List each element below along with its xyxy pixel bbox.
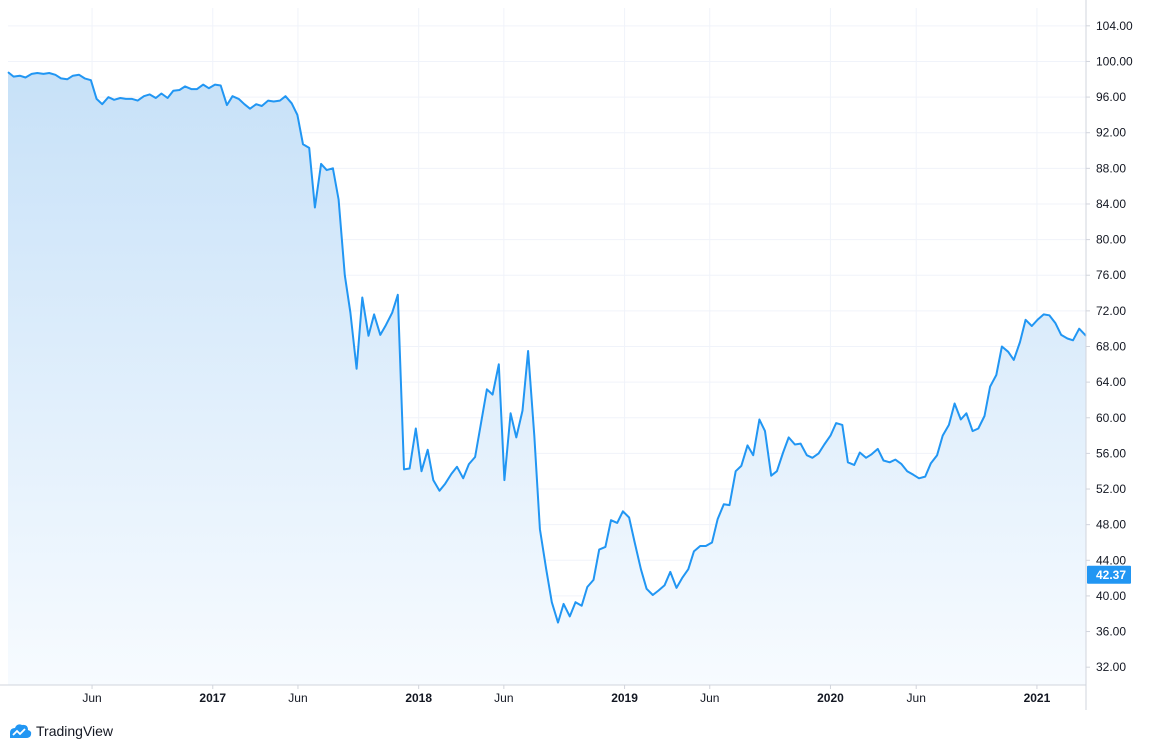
x-tick-label: Jun — [288, 691, 307, 705]
price-scale[interactable]: 32.00 36.00 40.00 44.00 48.00 52.00 56.00 60.00… — [1086, 19, 1133, 674]
x-tick-label: 2020 — [817, 691, 844, 705]
y-tick-label: 64.00 — [1096, 375, 1126, 389]
x-tick-label: Jun — [82, 691, 101, 705]
axes — [0, 0, 1087, 710]
last-price-marker: 42.37 — [1087, 565, 1131, 584]
y-tick-label: 52.00 — [1096, 482, 1126, 496]
last-price-badge — [1087, 565, 1131, 584]
y-tick-label: 84.00 — [1096, 197, 1126, 211]
y-tick-label: 96.00 — [1096, 90, 1126, 104]
y-tick-label: 100.00 — [1096, 54, 1133, 68]
x-tick-label: Jun — [494, 691, 513, 705]
x-tick-label: Jun — [907, 691, 926, 705]
tradingview-brand[interactable]: TradingView — [6, 720, 113, 742]
y-tick-label: 56.00 — [1096, 446, 1126, 460]
y-tick-label: 88.00 — [1096, 161, 1126, 175]
area-fill — [8, 72, 1086, 686]
area-fill-path — [8, 72, 1086, 686]
x-tick-label: 2021 — [1024, 691, 1051, 705]
brand-label: TradingView — [36, 723, 114, 739]
y-tick-label: 32.00 — [1096, 660, 1126, 674]
y-tick-label: 44.00 — [1096, 553, 1126, 567]
y-tick-label: 76.00 — [1096, 268, 1126, 282]
y-tick-label: 72.00 — [1096, 304, 1126, 318]
y-tick-label: 40.00 — [1096, 589, 1126, 603]
last-price-text: 42.37 — [1096, 568, 1126, 582]
x-tick-label: 2019 — [611, 691, 638, 705]
time-scale[interactable]: Jun 2017 Jun 2018 Jun 2019 Jun 2020 Jun 2021 — [82, 685, 1051, 705]
y-tick-label: 104.00 — [1096, 19, 1133, 33]
y-tick-label: 48.00 — [1096, 518, 1126, 532]
y-tick-label: 92.00 — [1096, 126, 1126, 140]
y-tick-label: 60.00 — [1096, 411, 1126, 425]
series-line — [7, 71, 1087, 624]
x-tick-label: 2018 — [405, 691, 432, 705]
y-tick-label: 68.00 — [1096, 340, 1126, 354]
tradingview-cloud-icon — [10, 724, 32, 738]
y-tick-label: 80.00 — [1096, 233, 1126, 247]
x-tick-label: Jun — [700, 691, 719, 705]
series-line-layer — [7, 71, 1087, 624]
y-tick-label: 36.00 — [1096, 625, 1126, 639]
x-tick-label: 2017 — [199, 691, 226, 705]
